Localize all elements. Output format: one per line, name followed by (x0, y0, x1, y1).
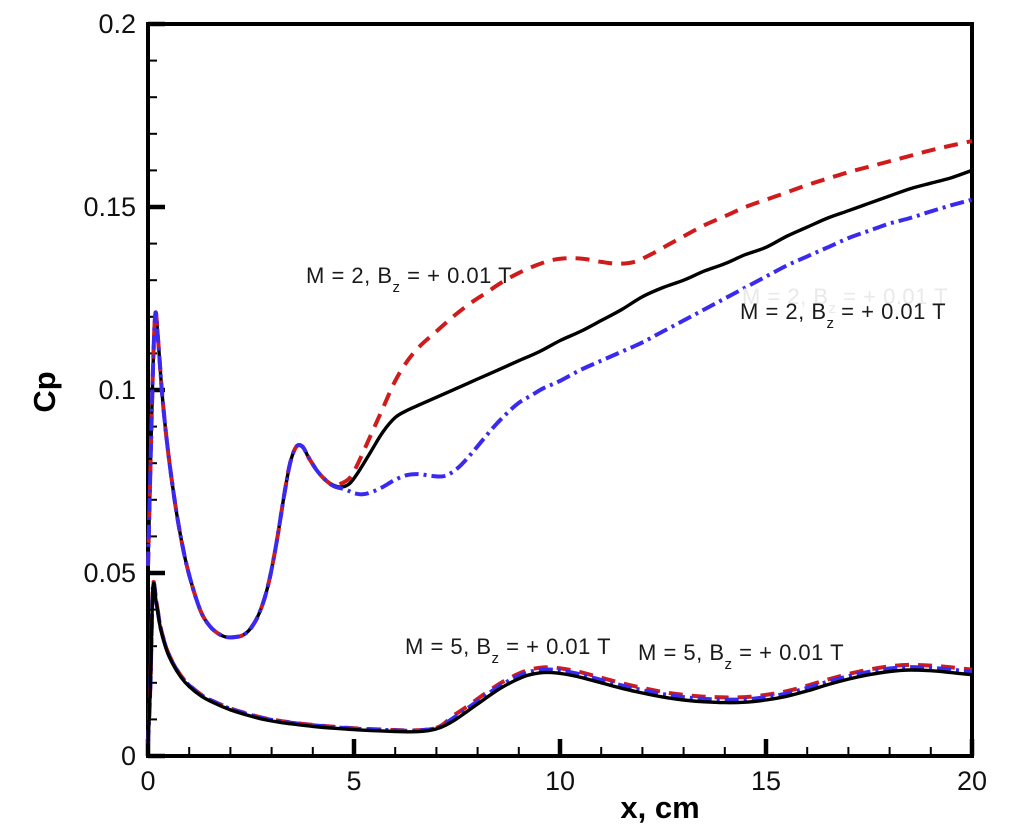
series-M5-black-solid (146, 581, 973, 746)
x-tick-label: 10 (545, 766, 575, 796)
annotation-subscript: z (491, 650, 500, 668)
annotation-text: = + 0.01 T (834, 299, 947, 324)
x-tick-label: 15 (751, 766, 781, 796)
annotation-text: = + 0.01 T (400, 263, 513, 288)
curve-annotation: M = 5, Bz = + 0.01 T (638, 640, 845, 673)
y-tick-label: 0.2 (98, 9, 136, 39)
curve-annotation-ghost: M = 2, Bz = + 0.01 T (742, 284, 949, 317)
series-M2-red-dashed (146, 139, 973, 640)
annotation-text: M = 2, B (742, 284, 829, 309)
y-tick-label: 0.05 (83, 558, 136, 588)
series-M2-blue-dashdot (146, 197, 973, 640)
y-tick-label: 0.15 (83, 192, 136, 222)
x-tick-label: 5 (346, 766, 361, 796)
curve-annotation: M = 5, Bz = + 0.01 T (405, 634, 612, 667)
y-axis-title: Cp (27, 371, 62, 412)
annotation-text: = + 0.01 T (836, 284, 949, 309)
x-axis-title: x, cm (620, 790, 699, 825)
annotation-text: M = 5, B (405, 634, 492, 659)
annotation-subscript: z (724, 656, 733, 674)
y-tick-label: 0.1 (98, 375, 136, 405)
curve-annotation: M = 2, Bz = + 0.01 T (740, 299, 947, 332)
annotation-subscript: z (828, 300, 837, 318)
annotation-subscript: z (826, 315, 835, 333)
annotation-text: M = 2, B (740, 299, 827, 324)
annotation-text: M = 2, B (306, 263, 393, 288)
annotation-subscript: z (392, 279, 401, 297)
annotation-text: = + 0.01 T (499, 634, 612, 659)
annotation-text: = + 0.01 T (732, 640, 845, 665)
curve-annotation: M = 2, Bz = + 0.01 T (306, 263, 513, 296)
x-tick-label: 0 (140, 766, 155, 796)
x-tick-label: 20 (957, 766, 987, 796)
annotation-text: M = 5, B (638, 640, 725, 665)
series-M5-blue-dashdot (146, 580, 973, 744)
y-tick-label: 0 (121, 741, 136, 771)
